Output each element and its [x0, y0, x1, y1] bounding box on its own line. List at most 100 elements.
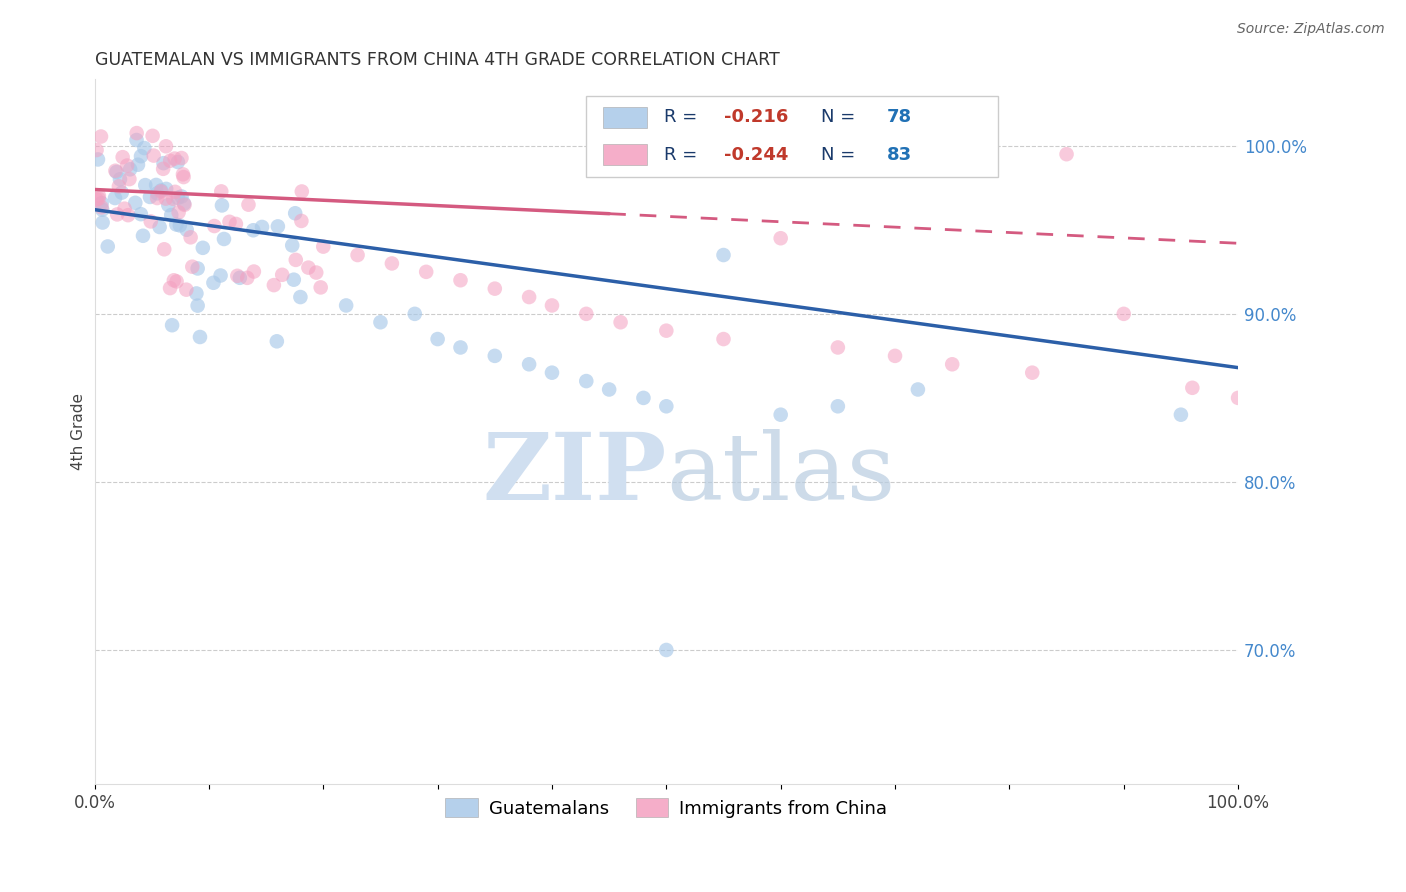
- Point: [191, 241, 214, 255]
- Point: [305, 266, 328, 280]
- Point: [267, 219, 290, 234]
- Point: [517, 357, 540, 371]
- Point: [575, 374, 598, 388]
- Point: [884, 349, 907, 363]
- Text: 83: 83: [887, 145, 912, 164]
- Point: [86, 193, 108, 207]
- Point: [173, 196, 195, 211]
- Point: [907, 383, 929, 397]
- Point: [187, 261, 209, 276]
- Point: [166, 191, 188, 205]
- Text: 78: 78: [887, 109, 912, 127]
- Point: [263, 278, 285, 293]
- Point: [162, 192, 184, 206]
- Point: [125, 133, 148, 147]
- Text: ZIP: ZIP: [482, 429, 666, 519]
- Point: [170, 189, 193, 203]
- Point: [236, 270, 259, 285]
- Point: [827, 341, 849, 355]
- Point: [415, 265, 437, 279]
- Point: [153, 242, 176, 256]
- Point: [173, 170, 195, 185]
- Point: [186, 286, 208, 301]
- Point: [297, 260, 319, 275]
- Point: [159, 281, 181, 295]
- Point: [181, 260, 204, 274]
- Point: [713, 248, 735, 262]
- Point: [146, 186, 169, 201]
- Point: [149, 219, 172, 234]
- Point: [142, 148, 165, 162]
- Point: [90, 129, 112, 144]
- Point: [370, 315, 392, 329]
- Point: [159, 153, 181, 168]
- Point: [160, 318, 183, 333]
- Point: [108, 179, 131, 194]
- Point: [655, 399, 678, 413]
- Point: [134, 178, 156, 193]
- Point: [129, 149, 152, 163]
- Point: [1170, 408, 1192, 422]
- Point: [105, 165, 128, 179]
- Point: [160, 208, 183, 222]
- Point: [176, 223, 198, 237]
- Point: [238, 197, 260, 211]
- Point: [124, 195, 146, 210]
- Point: [120, 162, 142, 177]
- Y-axis label: 4th Grade: 4th Grade: [72, 393, 86, 470]
- FancyBboxPatch shape: [603, 107, 647, 128]
- Point: [104, 163, 127, 178]
- Point: [150, 184, 173, 198]
- Point: [291, 185, 314, 199]
- Point: [284, 252, 307, 267]
- Point: [209, 185, 232, 199]
- Point: [426, 332, 449, 346]
- Point: [655, 324, 678, 338]
- Text: N =: N =: [821, 109, 860, 127]
- Point: [598, 383, 620, 397]
- Point: [142, 128, 165, 143]
- Point: [180, 230, 202, 244]
- Point: [242, 223, 264, 237]
- Point: [541, 366, 564, 380]
- Point: [152, 156, 174, 170]
- Point: [139, 190, 162, 204]
- Point: [346, 248, 368, 262]
- Point: [127, 158, 149, 172]
- Point: [541, 298, 564, 312]
- Point: [87, 192, 110, 206]
- Text: N =: N =: [821, 145, 860, 164]
- Point: [271, 268, 294, 282]
- Point: [97, 239, 120, 253]
- Point: [165, 185, 187, 199]
- Point: [169, 219, 191, 233]
- Text: GUATEMALAN VS IMMIGRANTS FROM CHINA 4TH GRADE CORRELATION CHART: GUATEMALAN VS IMMIGRANTS FROM CHINA 4TH …: [94, 51, 779, 69]
- Point: [226, 268, 249, 283]
- Point: [769, 231, 792, 245]
- Point: [517, 290, 540, 304]
- Point: [484, 282, 506, 296]
- Point: [243, 264, 266, 278]
- Text: atlas: atlas: [666, 429, 896, 519]
- Point: [125, 126, 148, 140]
- Point: [209, 268, 232, 283]
- Text: -0.216: -0.216: [724, 109, 787, 127]
- Point: [155, 192, 177, 206]
- Point: [827, 399, 849, 413]
- Point: [87, 153, 110, 167]
- Point: [211, 198, 233, 212]
- Text: R =: R =: [664, 145, 703, 164]
- Point: [129, 207, 152, 221]
- Point: [90, 196, 112, 211]
- Point: [312, 239, 335, 253]
- Text: -0.244: -0.244: [724, 145, 787, 164]
- Point: [1181, 381, 1204, 395]
- Point: [655, 643, 678, 657]
- Point: [167, 205, 190, 219]
- Text: R =: R =: [664, 109, 703, 127]
- Point: [769, 408, 792, 422]
- Point: [145, 178, 167, 192]
- Point: [284, 206, 307, 220]
- Point: [450, 273, 472, 287]
- Point: [114, 202, 136, 216]
